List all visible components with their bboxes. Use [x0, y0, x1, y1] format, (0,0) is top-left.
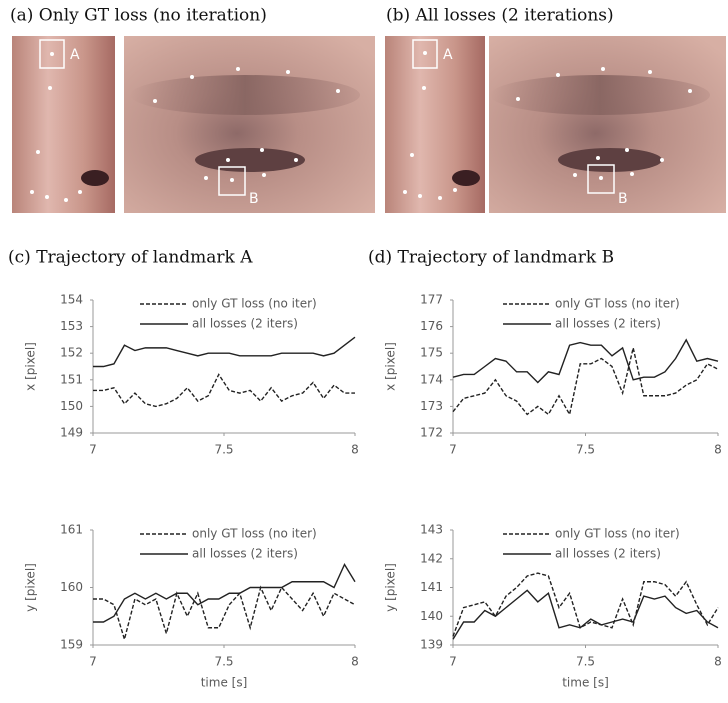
x-tick-label: 7.5: [214, 655, 233, 669]
box-label: A: [70, 47, 80, 63]
series-line: [93, 565, 355, 623]
x-tick-label: 8: [714, 655, 722, 669]
figure: (a) Only GT loss (no iteration) (b) All …: [0, 0, 728, 703]
eyebrow: [490, 75, 710, 115]
y-tick-label: 143: [420, 523, 443, 537]
y-tick-label: 149: [60, 426, 83, 440]
series-line: [453, 590, 718, 639]
panel-caption: (b) All losses (2 iterations): [386, 6, 614, 26]
chart-title: (d) Trajectory of landmark B: [368, 248, 614, 268]
y-tick-label: 150: [60, 399, 83, 413]
x-tick-label: 8: [351, 655, 359, 669]
x-tick-label: 7.5: [576, 655, 595, 669]
y-tick-label: 161: [60, 523, 83, 537]
legend-label: all losses (2 iters): [192, 547, 298, 561]
nose-photo: [385, 36, 485, 213]
y-tick-label: 177: [420, 293, 443, 307]
y-tick-label: 151: [60, 372, 83, 386]
x-tick-label: 7: [89, 443, 97, 457]
y-tick-label: 141: [420, 580, 443, 594]
box-label: B: [618, 191, 628, 207]
x-tick-label: 7: [89, 655, 97, 669]
charts: (c) Trajectory of landmark A 149 150 151 152…: [8, 248, 722, 690]
y-tick-label: 152: [60, 346, 83, 360]
y-tick-label: 140: [420, 609, 443, 623]
y-tick-label: 142: [420, 551, 443, 565]
series-line: [93, 337, 355, 366]
x-tick-label: 8: [714, 443, 722, 457]
box-label: A: [443, 47, 453, 63]
y-tick-label: 160: [60, 580, 83, 594]
nostril: [81, 170, 109, 186]
series-line: [453, 573, 718, 636]
y-axis-label: y [pixel]: [24, 563, 38, 612]
x-tick-label: 7.5: [576, 443, 595, 457]
legend-label: only GT loss (no iter): [555, 527, 680, 541]
legend-label: all losses (2 iters): [555, 547, 661, 561]
y-tick-label: 153: [60, 319, 83, 333]
y-tick-label: 175: [420, 346, 443, 360]
y-axis-label: y [pixel]: [384, 563, 398, 612]
series-line: [453, 348, 718, 415]
x-tick-label: 8: [351, 443, 359, 457]
y-tick-label: 139: [420, 638, 443, 652]
y-tick-label: 159: [60, 638, 83, 652]
x-tick-label: 7: [449, 443, 457, 457]
eyelid: [195, 148, 305, 172]
legend-label: only GT loss (no iter): [192, 297, 317, 311]
panel-images: (a) Only GT loss (no iteration) (b) All …: [10, 6, 726, 214]
y-tick-label: 174: [420, 372, 443, 386]
x-axis-label: time [s]: [562, 676, 609, 690]
chart-title: (c) Trajectory of landmark A: [8, 248, 253, 268]
series-line: [93, 374, 355, 406]
x-tick-label: 7: [449, 655, 457, 669]
box-label: B: [249, 191, 259, 207]
eye-photo: [489, 36, 726, 213]
photo-group-b: A B: [385, 36, 726, 213]
panel-caption: (a) Only GT loss (no iteration): [10, 6, 267, 26]
y-tick-label: 176: [420, 319, 443, 333]
legend-label: all losses (2 iters): [192, 317, 298, 331]
x-axis-label: time [s]: [201, 676, 248, 690]
y-axis-label: x [pixel]: [384, 342, 398, 391]
photo-group-a: A B: [12, 36, 375, 213]
eye-photo: [124, 36, 375, 213]
nostril: [452, 170, 480, 186]
x-tick-label: 7.5: [214, 443, 233, 457]
legend-label: only GT loss (no iter): [555, 297, 680, 311]
series-line: [453, 340, 718, 383]
y-axis-label: x [pixel]: [24, 342, 38, 391]
eyelid: [558, 148, 662, 172]
legend-label: only GT loss (no iter): [192, 527, 317, 541]
legend-label: all losses (2 iters): [555, 317, 661, 331]
y-tick-label: 154: [60, 293, 83, 307]
eyebrow: [130, 75, 360, 115]
y-tick-label: 172: [420, 426, 443, 440]
y-tick-label: 173: [420, 399, 443, 413]
